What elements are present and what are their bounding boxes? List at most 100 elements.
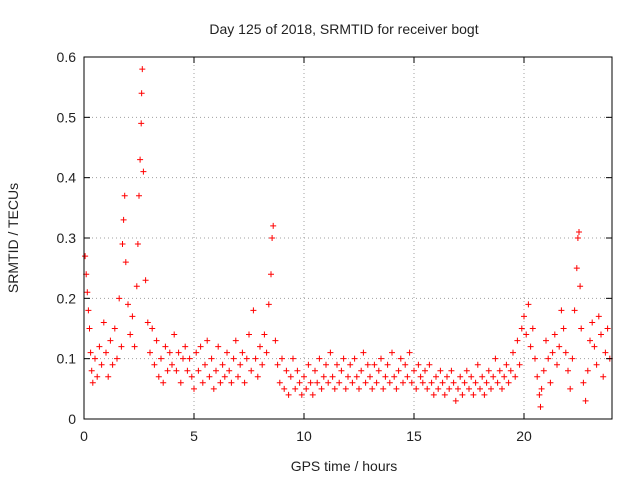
- data-point: [323, 361, 329, 368]
- data-point: [169, 361, 175, 368]
- data-point: [426, 361, 433, 368]
- data-point: [499, 385, 505, 392]
- data-point: [180, 355, 186, 362]
- data-point: [199, 379, 206, 386]
- data-point: [587, 337, 593, 344]
- data-point: [257, 343, 263, 350]
- data-point: [263, 349, 270, 356]
- data-point: [177, 379, 184, 386]
- data-point: [318, 385, 325, 392]
- data-point: [463, 367, 470, 374]
- data-point: [206, 373, 213, 380]
- data-point: [173, 367, 180, 374]
- data-point: [536, 391, 543, 398]
- data-point: [85, 307, 92, 314]
- data-point: [584, 367, 591, 374]
- data-point: [276, 379, 283, 386]
- data-point: [105, 373, 112, 380]
- data-point: [221, 373, 228, 380]
- data-point: [422, 367, 428, 374]
- data-point: [239, 349, 246, 356]
- data-point: [507, 367, 514, 374]
- data-point: [121, 192, 128, 199]
- data-point: [119, 241, 126, 248]
- data-point: [125, 301, 131, 308]
- data-point: [82, 253, 89, 260]
- data-point: [129, 313, 136, 320]
- data-point: [577, 283, 584, 290]
- data-point: [138, 90, 145, 97]
- data-point: [309, 391, 316, 398]
- data-point: [521, 313, 527, 320]
- data-point: [549, 349, 556, 356]
- data-point: [84, 289, 91, 296]
- data-point: [413, 385, 420, 392]
- data-point: [327, 349, 334, 356]
- data-point: [492, 355, 499, 362]
- data-point: [100, 319, 107, 326]
- data-point: [138, 120, 145, 127]
- data-point: [389, 349, 395, 356]
- data-point: [589, 319, 596, 326]
- data-point: [353, 373, 360, 380]
- data-point: [122, 259, 129, 266]
- data-point: [155, 373, 162, 380]
- data-point: [384, 361, 391, 368]
- data-points: [82, 66, 613, 410]
- data-point: [446, 385, 453, 392]
- data-point: [131, 343, 138, 350]
- data-point: [494, 379, 501, 386]
- data-point: [320, 373, 327, 380]
- data-point: [503, 361, 510, 368]
- data-point: [252, 355, 259, 362]
- data-point: [303, 385, 310, 392]
- data-point: [532, 355, 538, 362]
- data-point: [86, 325, 93, 332]
- data-point: [158, 355, 164, 362]
- data-point: [92, 355, 98, 362]
- data-point: [140, 168, 147, 175]
- data-point: [153, 337, 160, 344]
- data-point: [305, 361, 312, 368]
- data-point: [576, 228, 582, 235]
- data-point: [479, 373, 486, 380]
- data-point: [538, 385, 545, 392]
- data-point: [600, 373, 607, 380]
- data-point: [340, 355, 347, 362]
- data-point: [331, 385, 338, 392]
- chart-title: Day 125 of 2018, SRMTID for receiver bog…: [209, 21, 478, 37]
- data-point: [512, 373, 519, 380]
- data-point: [510, 349, 516, 356]
- x-tick-label: 20: [516, 428, 532, 444]
- data-point: [569, 355, 576, 362]
- data-point: [400, 379, 406, 386]
- data-point: [481, 391, 488, 398]
- data-point: [562, 349, 569, 356]
- data-point: [292, 385, 299, 392]
- data-point: [307, 379, 314, 386]
- y-tick-label: 0.6: [57, 49, 77, 65]
- data-point: [545, 355, 552, 362]
- data-point: [114, 355, 120, 362]
- data-point: [274, 361, 281, 368]
- data-point: [195, 367, 202, 374]
- data-point: [593, 361, 600, 368]
- data-point: [459, 391, 466, 398]
- data-point: [237, 361, 244, 368]
- data-point: [235, 373, 241, 380]
- data-point: [103, 349, 109, 356]
- data-point: [107, 337, 114, 344]
- data-point: [219, 361, 226, 368]
- data-point: [248, 367, 255, 374]
- data-point: [556, 343, 563, 350]
- data-point: [151, 361, 158, 368]
- data-point: [602, 349, 609, 356]
- data-point: [347, 361, 354, 368]
- data-point: [558, 307, 565, 314]
- data-point: [360, 349, 367, 356]
- data-point: [94, 373, 101, 380]
- data-point: [529, 325, 536, 332]
- data-point: [228, 379, 235, 386]
- data-point: [261, 331, 268, 338]
- data-point: [127, 331, 134, 338]
